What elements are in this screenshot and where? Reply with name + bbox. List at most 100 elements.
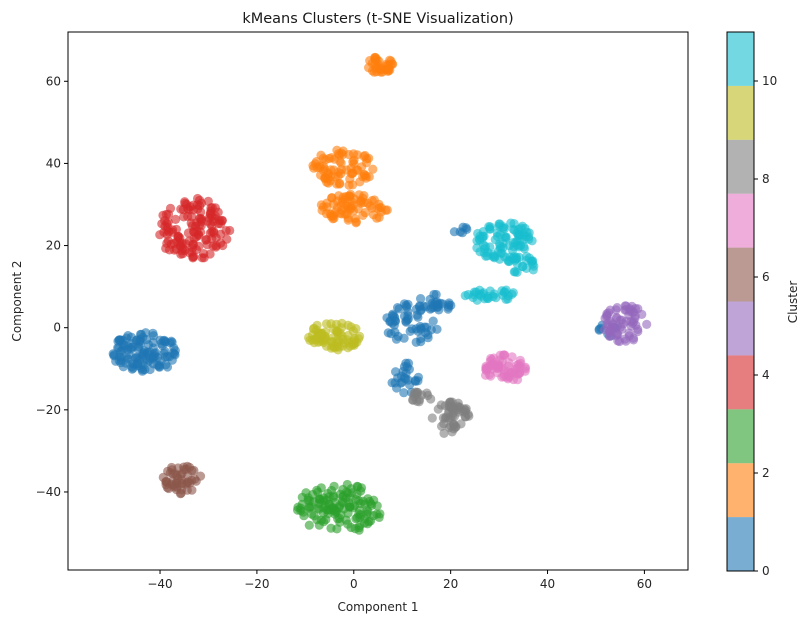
colorbar-frame — [726, 31, 755, 572]
scatter-point — [335, 178, 345, 188]
scatter-point — [307, 509, 317, 519]
scatter-point — [309, 323, 319, 333]
scatter-point — [423, 333, 433, 343]
scatter-point — [354, 525, 364, 535]
colorbar-segment — [727, 193, 754, 248]
scatter-point — [477, 233, 488, 243]
scatter-point — [355, 505, 365, 515]
scatter-point — [163, 209, 174, 219]
scatter-point — [158, 472, 168, 482]
scatter-point — [309, 338, 319, 348]
scatter-point — [600, 325, 610, 335]
scatter-point — [372, 54, 382, 64]
scatter-point — [509, 219, 519, 229]
scatter-point — [529, 261, 539, 271]
scatter-point — [527, 236, 537, 246]
scatter-point — [177, 238, 187, 248]
scatter-point — [391, 367, 401, 377]
y-tick-label: 0 — [53, 321, 61, 335]
colorbar-tick-label: 6 — [762, 270, 770, 284]
scatter-point — [513, 369, 523, 379]
scatter-point — [352, 165, 362, 175]
scatter-point — [329, 481, 339, 491]
colorbar-segment — [727, 85, 754, 140]
scatter-point — [629, 317, 639, 327]
scatter-point — [327, 193, 337, 203]
scatter-point — [421, 302, 431, 312]
y-tick-label: 60 — [46, 74, 61, 88]
scatter-point — [197, 253, 207, 263]
points-layer — [108, 52, 652, 535]
scatter-point — [196, 198, 206, 208]
x-tick-label: 60 — [637, 577, 652, 591]
scatter-point — [148, 352, 158, 363]
scatter-point — [108, 349, 118, 359]
colorbar-segment — [727, 517, 754, 571]
scatter-point — [412, 389, 422, 399]
colorbar-tick-label: 4 — [762, 368, 770, 382]
y-tick-label: −40 — [36, 485, 61, 499]
scatter-point — [388, 309, 398, 319]
scatter-point — [369, 195, 379, 205]
scatter-point — [207, 234, 217, 244]
scatter-point — [315, 494, 325, 504]
scatter-point — [353, 204, 363, 214]
scatter-point — [184, 247, 194, 258]
x-tick-label: −40 — [147, 577, 172, 591]
scatter-point — [495, 219, 505, 229]
colorbar-tick-label: 2 — [762, 466, 770, 480]
scatter-point — [343, 343, 353, 353]
scatter-point — [612, 331, 622, 341]
scatter-point — [477, 289, 487, 299]
scatter-point — [169, 349, 179, 359]
scatter-point — [428, 316, 438, 326]
y-tick-label: −20 — [36, 403, 61, 417]
scatter-point — [401, 358, 411, 368]
scatter-point — [338, 491, 349, 501]
x-tick-label: −20 — [244, 577, 269, 591]
scatter-point — [180, 197, 190, 207]
scatter-point — [338, 192, 348, 202]
scatter-point — [489, 361, 499, 371]
scatter-point — [320, 174, 330, 184]
scatter-point — [410, 375, 420, 386]
scatter-point — [358, 496, 368, 506]
scatter-point — [608, 323, 619, 333]
scatter-point — [423, 390, 433, 401]
scatter-point — [463, 290, 473, 300]
scatter-point — [165, 468, 176, 478]
scatter-point — [352, 150, 362, 160]
scatter-point — [355, 331, 365, 341]
scatter-point — [383, 328, 393, 338]
colorbar-segment — [727, 247, 754, 302]
scatter-point — [187, 475, 197, 485]
scatter-point — [451, 422, 461, 432]
scatter-point — [162, 362, 173, 372]
scatter-point — [161, 243, 171, 253]
scatter-point — [443, 304, 453, 314]
scatter-point — [429, 289, 439, 300]
scatter-point — [179, 212, 189, 222]
scatter-point — [195, 471, 206, 481]
colorbar-segment — [727, 355, 754, 410]
scatter-point — [367, 203, 377, 213]
scatter-point — [611, 312, 622, 322]
scatter-point — [343, 213, 354, 223]
scatter-point — [319, 503, 329, 513]
scatter-point — [328, 491, 339, 501]
scatter-point — [481, 251, 491, 261]
scatter-point — [365, 56, 375, 66]
colorbar-segment — [727, 301, 754, 356]
scatter-point — [316, 150, 326, 160]
scatter-point — [444, 401, 454, 411]
scatter-point — [217, 215, 227, 225]
scatter-point — [515, 230, 525, 240]
scatter-point — [137, 351, 147, 362]
scatter-point — [155, 335, 165, 345]
x-tick-label: 20 — [443, 577, 458, 591]
scatter-point — [166, 336, 176, 346]
scatter-point — [401, 368, 411, 378]
scatter-point — [637, 309, 647, 319]
scatter-point — [162, 225, 172, 235]
